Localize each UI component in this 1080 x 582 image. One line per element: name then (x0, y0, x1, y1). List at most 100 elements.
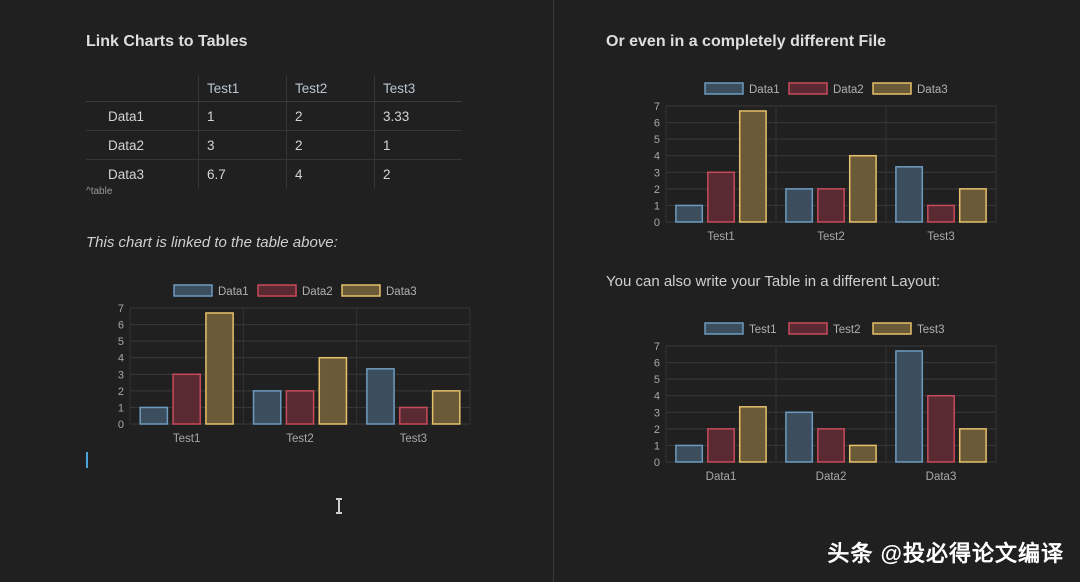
x-tick-label: Test1 (173, 433, 201, 445)
x-tick-label: Test3 (927, 231, 955, 243)
table-row: Data3 6.7 4 2 (86, 159, 462, 188)
bar (738, 110, 767, 223)
table-cell[interactable]: 3.33 (383, 108, 410, 124)
legend-label: Data1 (218, 286, 249, 298)
legend-item[interactable]: Test2 (788, 322, 861, 336)
legend-item[interactable]: Data3 (872, 82, 948, 96)
bar (848, 444, 877, 463)
x-tick-label: Test2 (286, 433, 314, 445)
table-cell[interactable]: 4 (286, 159, 375, 188)
bar (895, 350, 924, 463)
legend-label: Data1 (749, 84, 780, 96)
bar (958, 428, 987, 463)
right-preview-pane[interactable]: Or even in a completely different File D… (556, 0, 1080, 582)
y-tick-label: 3 (654, 407, 660, 419)
y-tick-label: 4 (654, 151, 660, 163)
bar (172, 373, 202, 425)
legend-label: Test3 (917, 324, 945, 336)
external-file-bar-chart: Data1 Data2 Data3 0 1 2 3 4 5 6 7 Test1 Test2 Test3 (654, 82, 997, 243)
bar (366, 368, 395, 425)
table-cell[interactable]: Data3 (86, 159, 199, 188)
legend-label: Data3 (917, 84, 948, 96)
legend-item[interactable]: Data1 (704, 82, 780, 96)
legend-item[interactable]: Test3 (872, 322, 945, 336)
table-cell[interactable]: Data2 (86, 130, 199, 160)
y-tick-label: 4 (118, 353, 124, 365)
bar (927, 204, 955, 223)
legend-label: Data2 (302, 286, 333, 298)
bar (139, 406, 169, 425)
y-tick-label: 2 (118, 386, 124, 398)
table-cell[interactable]: 2 (286, 130, 375, 160)
legend-label: Data3 (386, 286, 417, 298)
legend-label: Test1 (749, 324, 777, 336)
bar (785, 188, 814, 223)
y-tick-label: 7 (118, 303, 124, 315)
y-tick-label: 1 (654, 440, 660, 452)
x-tick-label: Data1 (706, 471, 737, 483)
bar (205, 312, 234, 425)
legend-swatch (788, 322, 828, 335)
bar (895, 166, 924, 223)
table-cell[interactable]: 6.7 (198, 159, 287, 188)
chart-caption: This chart is linked to the table above: (86, 234, 338, 251)
legend-item[interactable]: Data3 (341, 284, 417, 298)
text-cursor (86, 452, 88, 468)
y-tick-label: 5 (654, 374, 660, 386)
transposed-bar-chart: Test1 Test2 Test3 0 1 2 3 4 5 6 7 Data1 Data2 Data3 (654, 322, 997, 483)
bar (738, 406, 767, 463)
legend-item[interactable]: Data2 (257, 284, 333, 298)
linked-bar-chart: Data1 Data2 Data3 0 1 2 3 4 5 6 7 Test1 Test2 Test3 (118, 284, 471, 445)
bar (318, 356, 348, 425)
bar (675, 444, 704, 463)
y-tick-label: 1 (654, 200, 660, 212)
table-header-cell (86, 76, 199, 102)
legend-swatch (257, 284, 297, 297)
x-tick-label: Data3 (926, 471, 957, 483)
legend-label: Data2 (833, 84, 864, 96)
right-heading: Or even in a completely different File (606, 33, 887, 50)
table-cell[interactable]: 2 (374, 159, 462, 188)
x-tick-label: Test2 (817, 231, 845, 243)
legend-swatch (788, 82, 828, 95)
y-tick-label: 4 (654, 391, 660, 403)
bar (675, 204, 704, 223)
bar (252, 390, 282, 425)
y-tick-label: 7 (654, 101, 660, 113)
legend-swatch (872, 322, 912, 335)
table-cell[interactable]: 1 (374, 130, 462, 160)
x-tick-label: Test3 (400, 433, 428, 445)
pane-divider[interactable] (553, 0, 554, 582)
table-row: Data2 3 2 1 (86, 130, 462, 160)
y-tick-label: 6 (654, 358, 660, 370)
table-cell[interactable]: 2 (286, 101, 375, 131)
y-tick-label: 5 (118, 336, 124, 348)
bar (927, 394, 955, 463)
bar (707, 171, 735, 223)
left-editor-pane[interactable]: Link Charts to Tables Test1 Test2 Test3 … (0, 0, 553, 582)
y-tick-label: 3 (118, 369, 124, 381)
legend-item[interactable]: Data1 (173, 284, 249, 298)
bar (817, 428, 845, 463)
bar (431, 390, 461, 425)
watermark: 头条 @投必得论文编译 (827, 541, 1064, 566)
table-header-cell: Test2 (286, 76, 375, 102)
legend-label: Test2 (833, 324, 861, 336)
bar (285, 390, 315, 425)
legend-item[interactable]: Data2 (788, 82, 864, 96)
table-cell[interactable]: Data1 (86, 101, 199, 131)
bar (817, 188, 845, 223)
table-header-row: Test1 Test2 Test3 (86, 76, 462, 102)
legend-item[interactable]: Test1 (704, 322, 777, 336)
y-tick-label: 6 (118, 320, 124, 332)
table-cell[interactable]: 1 (198, 101, 287, 131)
legend-swatch (704, 322, 744, 335)
y-tick-label: 5 (654, 134, 660, 146)
bar (848, 154, 877, 223)
table-cell[interactable]: 3 (198, 130, 287, 160)
y-tick-label: 0 (654, 457, 660, 469)
table-header-cell: Test1 (198, 76, 287, 102)
legend-swatch (872, 82, 912, 95)
left-heading: Link Charts to Tables (86, 33, 248, 50)
linked-data-table[interactable]: Test1 Test2 Test3 Data1 1 2 3.33 Data2 3… (86, 76, 462, 188)
